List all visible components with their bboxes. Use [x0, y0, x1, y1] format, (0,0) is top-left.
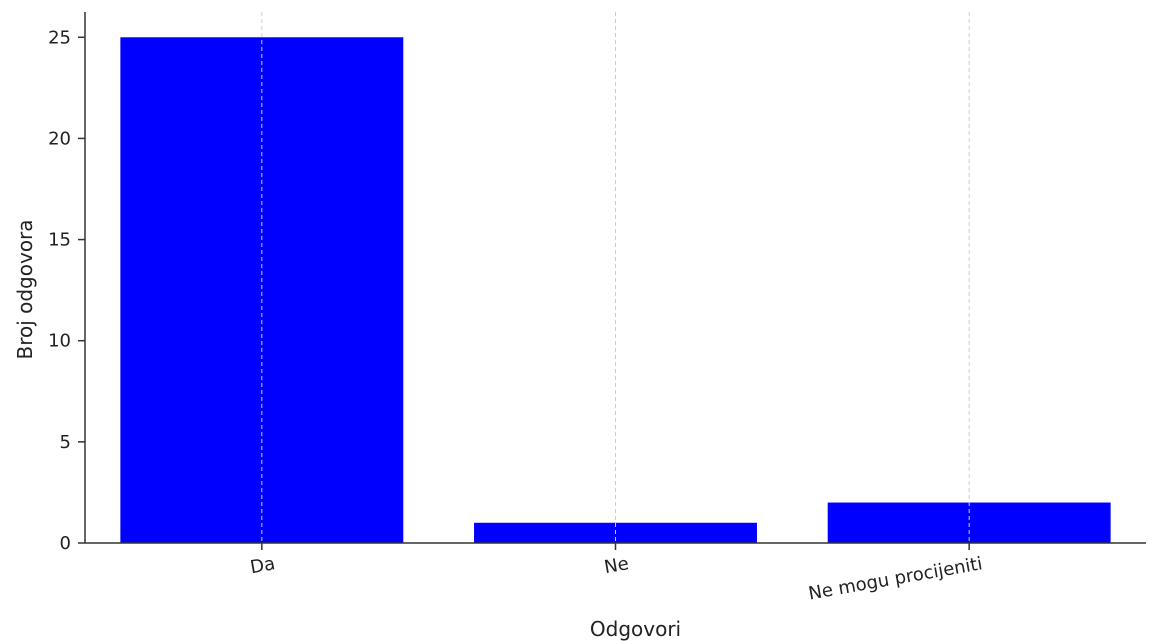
y-tick-label: 10 — [48, 331, 71, 352]
y-axis-title: Broj odgovora — [13, 219, 37, 359]
x-tick-label: Da — [249, 553, 277, 578]
y-tick-label: 0 — [60, 533, 71, 554]
bar-ne-mogu-procijeniti — [827, 502, 1111, 543]
axes — [84, 12, 1146, 544]
grid-lines — [261, 12, 970, 543]
bars — [120, 37, 1111, 544]
y-tick-label: 5 — [60, 432, 71, 453]
y-ticks: 0 5 10 15 20 25 — [48, 27, 85, 554]
x-tick-label: Ne — [603, 553, 631, 578]
x-tick-label: Ne mogu procijeniti — [807, 553, 984, 604]
y-tick-label: 20 — [48, 128, 71, 149]
x-axis-title: Odgovori — [590, 617, 681, 641]
bar-da — [120, 37, 404, 544]
y-tick-label: 25 — [48, 27, 71, 48]
x-ticks: Da Ne Ne mogu procijeniti — [249, 543, 984, 605]
y-tick-label: 15 — [48, 230, 71, 251]
